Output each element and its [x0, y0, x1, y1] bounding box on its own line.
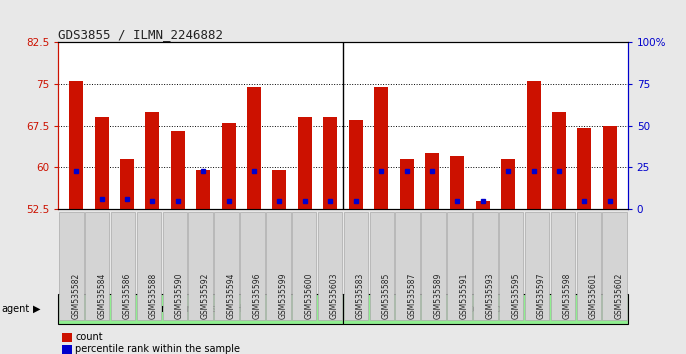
- Text: GDS3855 / ILMN_2246882: GDS3855 / ILMN_2246882: [58, 28, 224, 41]
- Text: GSM535592: GSM535592: [201, 273, 210, 319]
- Text: GSM535595: GSM535595: [511, 273, 520, 319]
- Text: GSM535584: GSM535584: [97, 273, 106, 319]
- Bar: [272, 170, 287, 209]
- Bar: [95, 118, 108, 209]
- Text: GSM535589: GSM535589: [434, 273, 442, 319]
- Text: GSM535602: GSM535602: [615, 273, 624, 319]
- Text: GSM535588: GSM535588: [149, 273, 158, 319]
- Text: GSM535597: GSM535597: [537, 273, 546, 319]
- Text: GSM535598: GSM535598: [563, 273, 572, 319]
- Text: count: count: [75, 332, 103, 342]
- Bar: [603, 126, 617, 209]
- Bar: [120, 159, 134, 209]
- Bar: [348, 120, 363, 209]
- Bar: [171, 131, 185, 209]
- Text: GSM535594: GSM535594: [226, 273, 235, 319]
- Bar: [247, 87, 261, 209]
- Bar: [552, 112, 566, 209]
- Text: percentile rank within the sample: percentile rank within the sample: [75, 344, 241, 354]
- Bar: [425, 153, 439, 209]
- Text: GSM535586: GSM535586: [123, 273, 132, 319]
- Bar: [298, 118, 312, 209]
- Text: GSM535593: GSM535593: [486, 273, 495, 319]
- Bar: [69, 81, 83, 209]
- Bar: [323, 118, 338, 209]
- Text: GSM535585: GSM535585: [382, 273, 391, 319]
- Bar: [476, 200, 490, 209]
- Bar: [145, 112, 159, 209]
- Bar: [451, 156, 464, 209]
- Text: GSM535591: GSM535591: [460, 273, 469, 319]
- Text: GSM535582: GSM535582: [71, 273, 80, 319]
- Bar: [374, 87, 388, 209]
- Text: GSM535596: GSM535596: [252, 273, 261, 319]
- Bar: [578, 129, 591, 209]
- Bar: [501, 159, 515, 209]
- Text: GSM535601: GSM535601: [589, 273, 598, 319]
- Text: ▶: ▶: [33, 304, 40, 314]
- Bar: [527, 81, 541, 209]
- Text: GSM535583: GSM535583: [356, 273, 365, 319]
- Text: GSM535587: GSM535587: [407, 273, 416, 319]
- Bar: [222, 123, 235, 209]
- Text: GSM535600: GSM535600: [304, 273, 314, 319]
- Text: GSM535599: GSM535599: [279, 273, 287, 319]
- Text: control: control: [466, 304, 505, 314]
- Text: GSM535590: GSM535590: [175, 273, 184, 319]
- Bar: [196, 170, 210, 209]
- Text: estrogen-based HRT: estrogen-based HRT: [145, 304, 257, 314]
- Text: agent: agent: [1, 304, 29, 314]
- Text: GSM535603: GSM535603: [330, 273, 339, 319]
- Bar: [399, 159, 414, 209]
